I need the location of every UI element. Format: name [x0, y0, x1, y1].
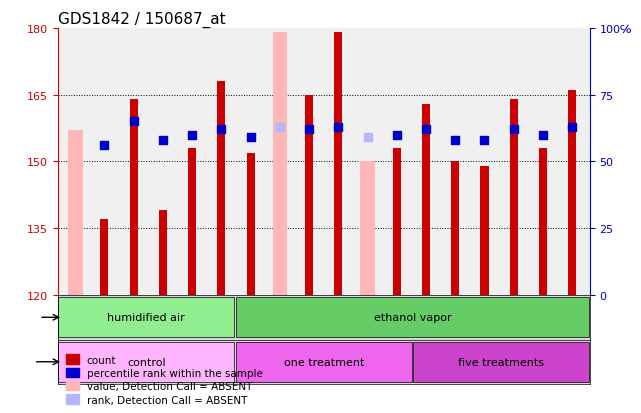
Point	[333, 124, 344, 131]
Point	[450, 138, 460, 144]
Bar	[393, 149, 401, 295]
Bar	[360, 162, 375, 295]
Text: GDS1842 / 150687_at: GDS1842 / 150687_at	[58, 12, 226, 28]
Bar	[451, 162, 459, 295]
Point	[362, 135, 372, 141]
Point	[129, 119, 139, 126]
Legend: count, percentile rank within the sample, value, Detection Call = ABSENT, rank, : count, percentile rank within the sample…	[63, 351, 266, 408]
Text: five treatments: five treatments	[458, 357, 544, 367]
Point	[275, 124, 285, 131]
Text: one treatment: one treatment	[283, 357, 364, 367]
Bar	[305, 95, 313, 295]
Bar	[335, 33, 342, 295]
Bar	[568, 91, 576, 295]
Bar	[68, 131, 83, 295]
FancyBboxPatch shape	[58, 297, 235, 337]
Bar	[247, 153, 254, 295]
Text: humidified air: humidified air	[108, 313, 185, 323]
Bar	[539, 149, 547, 295]
FancyBboxPatch shape	[236, 297, 589, 337]
FancyBboxPatch shape	[236, 342, 412, 382]
Bar	[272, 33, 287, 295]
Point	[187, 132, 197, 139]
Point	[216, 127, 226, 133]
FancyBboxPatch shape	[413, 342, 589, 382]
Bar	[481, 166, 488, 295]
Bar	[101, 220, 108, 295]
FancyBboxPatch shape	[58, 342, 235, 382]
Point	[158, 138, 168, 144]
Point	[246, 135, 256, 141]
Text: ethanol vapor: ethanol vapor	[374, 313, 451, 323]
Point	[99, 143, 110, 150]
Bar	[129, 100, 138, 295]
Point	[421, 127, 431, 133]
Text: control: control	[127, 357, 165, 367]
Bar	[422, 104, 430, 295]
Bar	[217, 82, 226, 295]
Point	[479, 138, 490, 144]
Bar	[510, 100, 518, 295]
Bar	[188, 149, 196, 295]
Point	[304, 127, 314, 133]
Point	[538, 132, 548, 139]
Bar	[159, 211, 167, 295]
Point	[567, 124, 578, 131]
Point	[392, 132, 402, 139]
Point	[508, 127, 519, 133]
